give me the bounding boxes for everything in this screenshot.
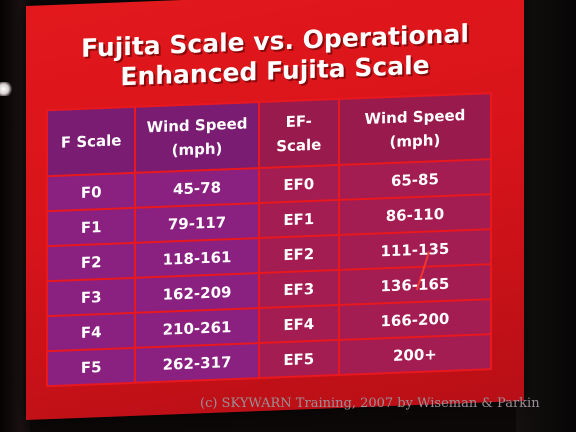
- cell-f-wind-speed: 210-261: [135, 308, 259, 348]
- cell-ef-wind-speed: 111-135: [338, 229, 491, 270]
- cell-f-scale: F5: [47, 347, 136, 387]
- cell-f-scale: F2: [47, 242, 136, 282]
- room-light: [0, 82, 12, 96]
- cell-ef-wind-speed: 136-165: [338, 264, 491, 305]
- cell-ef-scale: EF0: [258, 164, 339, 204]
- cell-f-wind-speed: 262-317: [135, 343, 259, 383]
- header-f-wind-speed: Wind Speed (mph): [135, 102, 259, 173]
- cell-ef-scale: EF4: [258, 304, 339, 344]
- projected-slide: Fujita Scale vs. Operational Enhanced Fu…: [26, 0, 524, 420]
- copyright-credit: (c) SKYWARN Training, 2007 by Wiseman & …: [200, 396, 540, 411]
- cell-f-wind-speed: 162-209: [135, 273, 259, 313]
- slide-title: Fujita Scale vs. Operational Enhanced Fu…: [26, 17, 524, 96]
- cell-ef-wind-speed: 200+: [338, 334, 491, 375]
- header-ef-wind-speed: Wind Speed (mph): [338, 93, 491, 165]
- cell-f-wind-speed: 118-161: [135, 238, 259, 278]
- cell-f-scale: F1: [47, 207, 136, 247]
- cell-ef-scale: EF3: [258, 269, 339, 309]
- cell-ef-scale: EF2: [258, 234, 339, 274]
- comparison-table: F Scale Wind Speed (mph) EF- Scale Wind …: [46, 92, 492, 387]
- cell-ef-wind-speed: 65-85: [338, 159, 491, 200]
- cell-f-scale: F0: [47, 172, 136, 212]
- header-f-scale: F Scale: [47, 106, 136, 177]
- room-background-right: [516, 0, 576, 432]
- cell-ef-wind-speed: 166-200: [338, 299, 491, 340]
- cell-ef-wind-speed: 86-110: [338, 194, 491, 235]
- cell-ef-scale: EF1: [258, 199, 339, 239]
- cell-f-wind-speed: 79-117: [135, 203, 259, 243]
- header-ef-scale: EF- Scale: [258, 98, 339, 169]
- cell-f-scale: F3: [47, 277, 136, 317]
- room-background-left: [0, 0, 30, 432]
- cell-f-wind-speed: 45-78: [135, 168, 259, 208]
- cell-f-scale: F4: [47, 312, 136, 352]
- cell-ef-scale: EF5: [258, 339, 339, 379]
